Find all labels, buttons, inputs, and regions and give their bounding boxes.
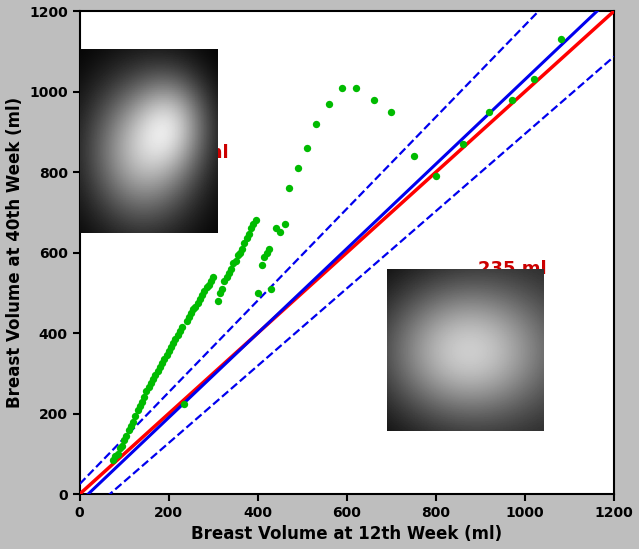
- Text: 429 ml: 429 ml: [160, 144, 229, 163]
- Point: [279, 220, 289, 229]
- Point: [206, 276, 216, 285]
- Point: [208, 272, 219, 281]
- Point: [177, 323, 187, 332]
- Point: [157, 359, 167, 368]
- Point: [246, 224, 256, 233]
- Point: [217, 284, 227, 293]
- Point: [171, 335, 181, 344]
- Point: [242, 234, 252, 243]
- Point: [135, 401, 145, 410]
- Point: [190, 302, 201, 311]
- Point: [174, 327, 185, 335]
- Point: [261, 248, 272, 257]
- X-axis label: Breast Volume at 12th Week (ml): Breast Volume at 12th Week (ml): [191, 525, 502, 544]
- Point: [183, 312, 194, 321]
- Point: [117, 441, 127, 450]
- Point: [153, 367, 163, 376]
- Point: [197, 290, 207, 299]
- Point: [128, 417, 138, 426]
- Point: [369, 95, 379, 104]
- Point: [119, 435, 129, 444]
- Point: [257, 260, 267, 269]
- Point: [293, 164, 303, 172]
- Point: [250, 216, 261, 225]
- Point: [252, 288, 263, 297]
- Point: [204, 281, 214, 289]
- Point: [110, 451, 120, 460]
- Point: [148, 375, 158, 384]
- Point: [431, 172, 441, 181]
- Point: [162, 351, 172, 360]
- Point: [195, 294, 205, 303]
- Point: [387, 107, 397, 116]
- Point: [123, 425, 134, 434]
- Y-axis label: Breast Volume at 40th Week (ml): Breast Volume at 40th Week (ml): [6, 97, 24, 408]
- Point: [114, 444, 125, 452]
- Point: [226, 264, 236, 273]
- Point: [555, 35, 566, 43]
- Text: 235 ml: 235 ml: [478, 260, 546, 278]
- Point: [529, 75, 539, 84]
- Point: [484, 107, 495, 116]
- Point: [259, 252, 270, 261]
- Point: [168, 339, 178, 348]
- Point: [132, 405, 142, 414]
- Point: [302, 143, 312, 152]
- Point: [201, 282, 212, 291]
- Point: [337, 83, 348, 92]
- Point: [144, 383, 154, 392]
- Point: [231, 256, 241, 265]
- Point: [130, 411, 141, 420]
- Point: [141, 387, 151, 396]
- Point: [108, 456, 118, 464]
- Point: [324, 99, 334, 108]
- Point: [237, 244, 247, 253]
- Point: [311, 119, 321, 128]
- Point: [159, 355, 169, 363]
- Point: [240, 238, 250, 247]
- Point: [233, 250, 243, 259]
- Point: [222, 272, 232, 281]
- Point: [139, 393, 150, 402]
- Point: [244, 230, 254, 239]
- Point: [248, 220, 258, 229]
- Point: [219, 276, 229, 285]
- Point: [155, 363, 165, 372]
- Point: [164, 347, 174, 356]
- Point: [270, 224, 281, 233]
- Point: [137, 397, 147, 406]
- Point: [181, 317, 192, 326]
- Point: [173, 330, 183, 339]
- Point: [351, 83, 361, 92]
- Point: [112, 450, 123, 458]
- Point: [213, 296, 223, 305]
- Point: [146, 379, 156, 388]
- Point: [228, 258, 238, 267]
- Point: [215, 288, 225, 297]
- Point: [126, 421, 136, 430]
- Point: [199, 287, 210, 295]
- Point: [121, 432, 132, 440]
- Point: [264, 244, 274, 253]
- Point: [408, 152, 419, 160]
- Point: [266, 284, 276, 293]
- Point: [150, 371, 160, 380]
- Point: [458, 139, 468, 148]
- Point: [188, 305, 198, 313]
- Point: [192, 299, 203, 307]
- Point: [235, 248, 245, 257]
- Point: [166, 343, 176, 351]
- Point: [275, 228, 285, 237]
- Point: [507, 95, 517, 104]
- Point: [582, 3, 592, 12]
- Point: [179, 399, 189, 408]
- Point: [186, 309, 196, 317]
- Point: [284, 184, 294, 193]
- Point: [224, 268, 234, 277]
